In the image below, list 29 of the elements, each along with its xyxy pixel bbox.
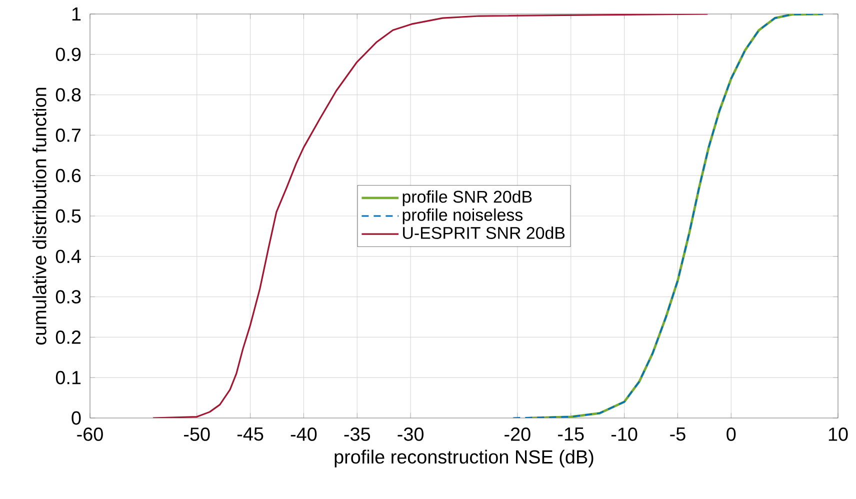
x-tick-label: -50 [184,428,210,441]
x-tick-label: -20 [504,428,530,441]
x-tick-label: 0 [726,428,736,441]
y-tick-label: 0.2 [56,330,81,344]
x-axis-title: profile reconstruction NSE (dB) [334,450,594,468]
x-tick-label: -5 [670,428,686,441]
x-tick-label: -45 [237,428,264,441]
y-axis-title: cumulative distribution function [32,88,46,345]
x-tick-label: -35 [344,428,370,441]
y-tick-label: 0.3 [56,290,81,304]
y-tick-label: 0.1 [56,370,81,384]
legend-label: profile SNR 20dB [402,190,532,206]
x-tick-label: -40 [290,428,317,441]
y-tick-label: 0 [72,411,81,425]
line-series [152,14,708,418]
y-tick-label: 0.4 [56,250,81,264]
x-tick-label: -30 [398,428,424,441]
y-tick-label: 0.6 [56,168,81,182]
y-tick-label: 0.7 [56,128,81,142]
x-tick-label: -15 [558,428,584,441]
x-tick-label: -60 [77,428,103,441]
y-tick-label: 0.5 [56,209,81,223]
y-tick-label: 1 [72,7,81,21]
y-tick-label: 0.8 [56,88,81,102]
legend-label: U-ESPRIT SNR 20dB [403,226,565,239]
x-tick-label: -10 [611,428,638,441]
y-tick-label: 0.9 [56,48,81,62]
legend-label: profile noiseless [402,208,523,224]
x-tick-label: 10 [828,428,848,441]
